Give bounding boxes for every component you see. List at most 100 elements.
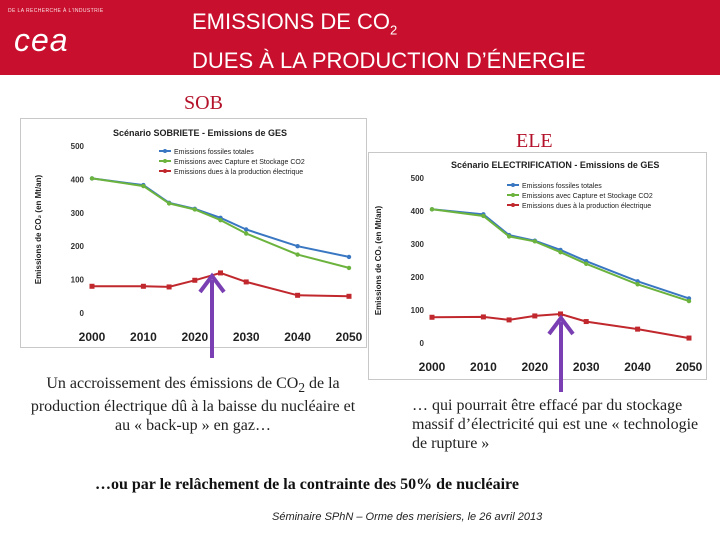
data-point [481,213,486,219]
note-left: Un accroissement des émissions de CO2 de… [28,374,358,435]
conclusion-text: …ou par le relâchement de la contrainte … [95,476,519,493]
data-point [506,234,512,239]
data-point [506,317,512,323]
series-line-1 [431,208,690,303]
data-point [686,298,692,304]
chart-title: Scénario ELECTRIFICATION - Emissions de … [451,160,659,170]
data-point [635,282,640,287]
y-tick-label: 100 [71,276,85,285]
title-line-1: EMISSIONS DE CO2 [192,6,586,45]
x-tick-label: 2020 [521,360,548,374]
logo-wordmark: cea [14,22,69,58]
data-point [166,284,172,290]
data-point [192,207,197,212]
data-point [558,250,563,255]
y-tick-label: 0 [80,309,85,318]
y-axis-label: Emissions de CO₂ (en Mt/an) [374,205,383,315]
seminar-caption: Séminaire SPhN – Orme des merisiers, le … [272,511,543,523]
data-point [584,261,589,266]
y-axis-label: Emissions de CO₂ (en Mt/an) [34,174,43,284]
data-point [532,313,538,319]
series-line-0 [431,208,690,300]
data-point [346,293,352,299]
y-tick-label: 400 [411,207,425,216]
series-line-2 [92,271,350,298]
data-point [429,207,435,212]
data-point [89,283,95,289]
y-tick-label: 0 [420,339,425,348]
data-point [558,311,563,317]
x-tick-label: 2010 [130,330,157,344]
legend-entry-0: Emissions fossiles totales [522,183,602,190]
y-tick-label: 500 [411,174,425,183]
data-point [346,254,352,260]
chart-sobriete-svg: Scénario SOBRIETE - Emissions de GES 0 100… [34,128,363,344]
data-point [295,292,301,298]
data-point [635,326,641,332]
data-point [532,239,537,244]
data-point [140,283,146,289]
data-point [346,265,352,271]
arrow-left-head [198,272,226,294]
x-tick-label: 2040 [624,360,651,374]
data-point [244,231,249,236]
chart-sobriete: Scénario SOBRIETE - Emissions de GES 0 100… [20,118,367,348]
legend-marker-0 [163,149,167,153]
x-tick-label: 2000 [419,360,446,374]
label-ele: ELE [516,130,553,152]
y-tick-label: 400 [71,175,85,184]
data-point [218,270,223,276]
y-tick-label: 300 [71,209,85,218]
x-tick-label: 2000 [79,330,106,344]
legend-entry-1: Emissions avec Capture et Stockage CO2 [174,159,305,166]
data-point [295,252,300,257]
x-tick-label: 2030 [573,360,600,374]
data-point [244,227,249,232]
data-point [166,201,172,206]
note-left-main: Un accroissement des émissions de CO [46,375,299,392]
arrow-right-head [547,314,575,336]
title-line-2: DUES À LA PRODUCTION D’ÉNERGIE [192,48,586,74]
title-line-1-main: EMISSIONS DE CO [192,9,391,34]
y-tick-label: 100 [411,306,425,315]
x-tick-label: 2020 [181,330,208,344]
data-point [480,314,486,320]
legend-marker-2 [511,203,515,207]
data-point [686,335,692,341]
chart-title: Scénario SOBRIETE - Emissions de GES [113,128,287,138]
legend-marker-0 [511,183,515,187]
note-left-sub: 2 [298,380,305,396]
data-point [89,176,95,181]
data-point [243,279,249,285]
series-line-2 [431,312,690,340]
legend-entry-2: Emissions dues à la production électriqu… [174,169,303,176]
series-line-1 [91,177,350,269]
data-point [218,217,223,223]
x-tick-label: 2050 [336,330,363,344]
header-banner: DE LA RECHERCHE À L'INDUSTRIE cea EMISSI… [0,0,720,75]
chart-electrification-svg: Scénario ELECTRIFICATION - Emissions de … [374,160,703,374]
y-tick-label: 300 [411,240,425,249]
legend-marker-2 [163,169,167,173]
legend-entry-2: Emissions dues à la production électriqu… [522,203,651,210]
data-point [295,244,300,249]
legend-entry-1: Emissions avec Capture et Stockage CO2 [522,193,653,200]
legend-marker-1 [511,193,515,197]
cea-logo: DE LA RECHERCHE À L'INDUSTRIE cea [8,6,103,66]
logo-tagline: DE LA RECHERCHE À L'INDUSTRIE [8,8,104,14]
data-point [141,183,146,189]
chart-electrification: Scénario ELECTRIFICATION - Emissions de … [368,152,707,380]
legend-marker-1 [163,159,167,163]
x-tick-label: 2050 [676,360,703,374]
x-tick-label: 2040 [284,330,311,344]
data-point [192,277,198,283]
x-tick-label: 2010 [470,360,497,374]
x-tick-label: 2030 [233,330,260,344]
legend-entry-0: Emissions fossiles totales [174,149,254,156]
note-right: … qui pourrait être effacé par du stocka… [412,397,699,452]
title-line-1-sub: 2 [390,22,398,38]
data-point [583,319,589,325]
page-title: EMISSIONS DE CO2 DUES À LA PRODUCTION D’… [192,6,586,76]
y-tick-label: 500 [71,142,85,151]
